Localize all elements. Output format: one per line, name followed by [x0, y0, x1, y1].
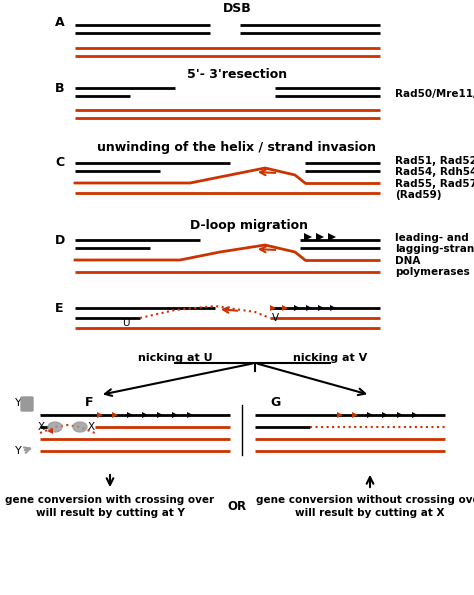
Text: A: A: [55, 15, 64, 29]
Text: Y: Y: [15, 446, 22, 456]
Text: unwinding of the helix / strand invasion: unwinding of the helix / strand invasion: [98, 142, 376, 155]
Text: U: U: [122, 318, 130, 328]
Ellipse shape: [48, 422, 62, 432]
Text: D-loop migration: D-loop migration: [190, 218, 308, 231]
FancyBboxPatch shape: [21, 397, 33, 411]
Text: nicking at V: nicking at V: [293, 353, 367, 363]
Text: gene conversion with crossing over: gene conversion with crossing over: [5, 495, 215, 505]
Text: 5'- 3'resection: 5'- 3'resection: [187, 68, 287, 82]
Text: C: C: [55, 156, 64, 170]
Text: F: F: [85, 396, 93, 409]
Text: will result by cutting at X: will result by cutting at X: [295, 508, 445, 518]
Text: will result by cutting at Y: will result by cutting at Y: [36, 508, 184, 518]
Text: G: G: [270, 396, 280, 409]
Text: V: V: [272, 313, 279, 323]
Text: OR: OR: [228, 500, 246, 513]
Text: Rad50/Mre11/Xrs2: Rad50/Mre11/Xrs2: [395, 89, 474, 99]
Text: DSB: DSB: [223, 2, 251, 14]
Text: X: X: [38, 422, 45, 432]
Ellipse shape: [73, 422, 87, 432]
Text: leading- and
lagging-strand
DNA
polymerases: leading- and lagging-strand DNA polymera…: [395, 233, 474, 277]
Text: gene conversion without crossing over: gene conversion without crossing over: [255, 495, 474, 505]
Text: D: D: [55, 233, 65, 246]
Text: Y: Y: [15, 398, 22, 408]
Text: Rad51, Rad52,
Rad54, Rdh54,
Rad55, Rad57,
(Rad59): Rad51, Rad52, Rad54, Rdh54, Rad55, Rad57…: [395, 156, 474, 201]
Text: X: X: [88, 422, 95, 432]
Text: B: B: [55, 82, 64, 95]
Text: nicking at U: nicking at U: [137, 353, 212, 363]
Text: E: E: [55, 302, 64, 315]
